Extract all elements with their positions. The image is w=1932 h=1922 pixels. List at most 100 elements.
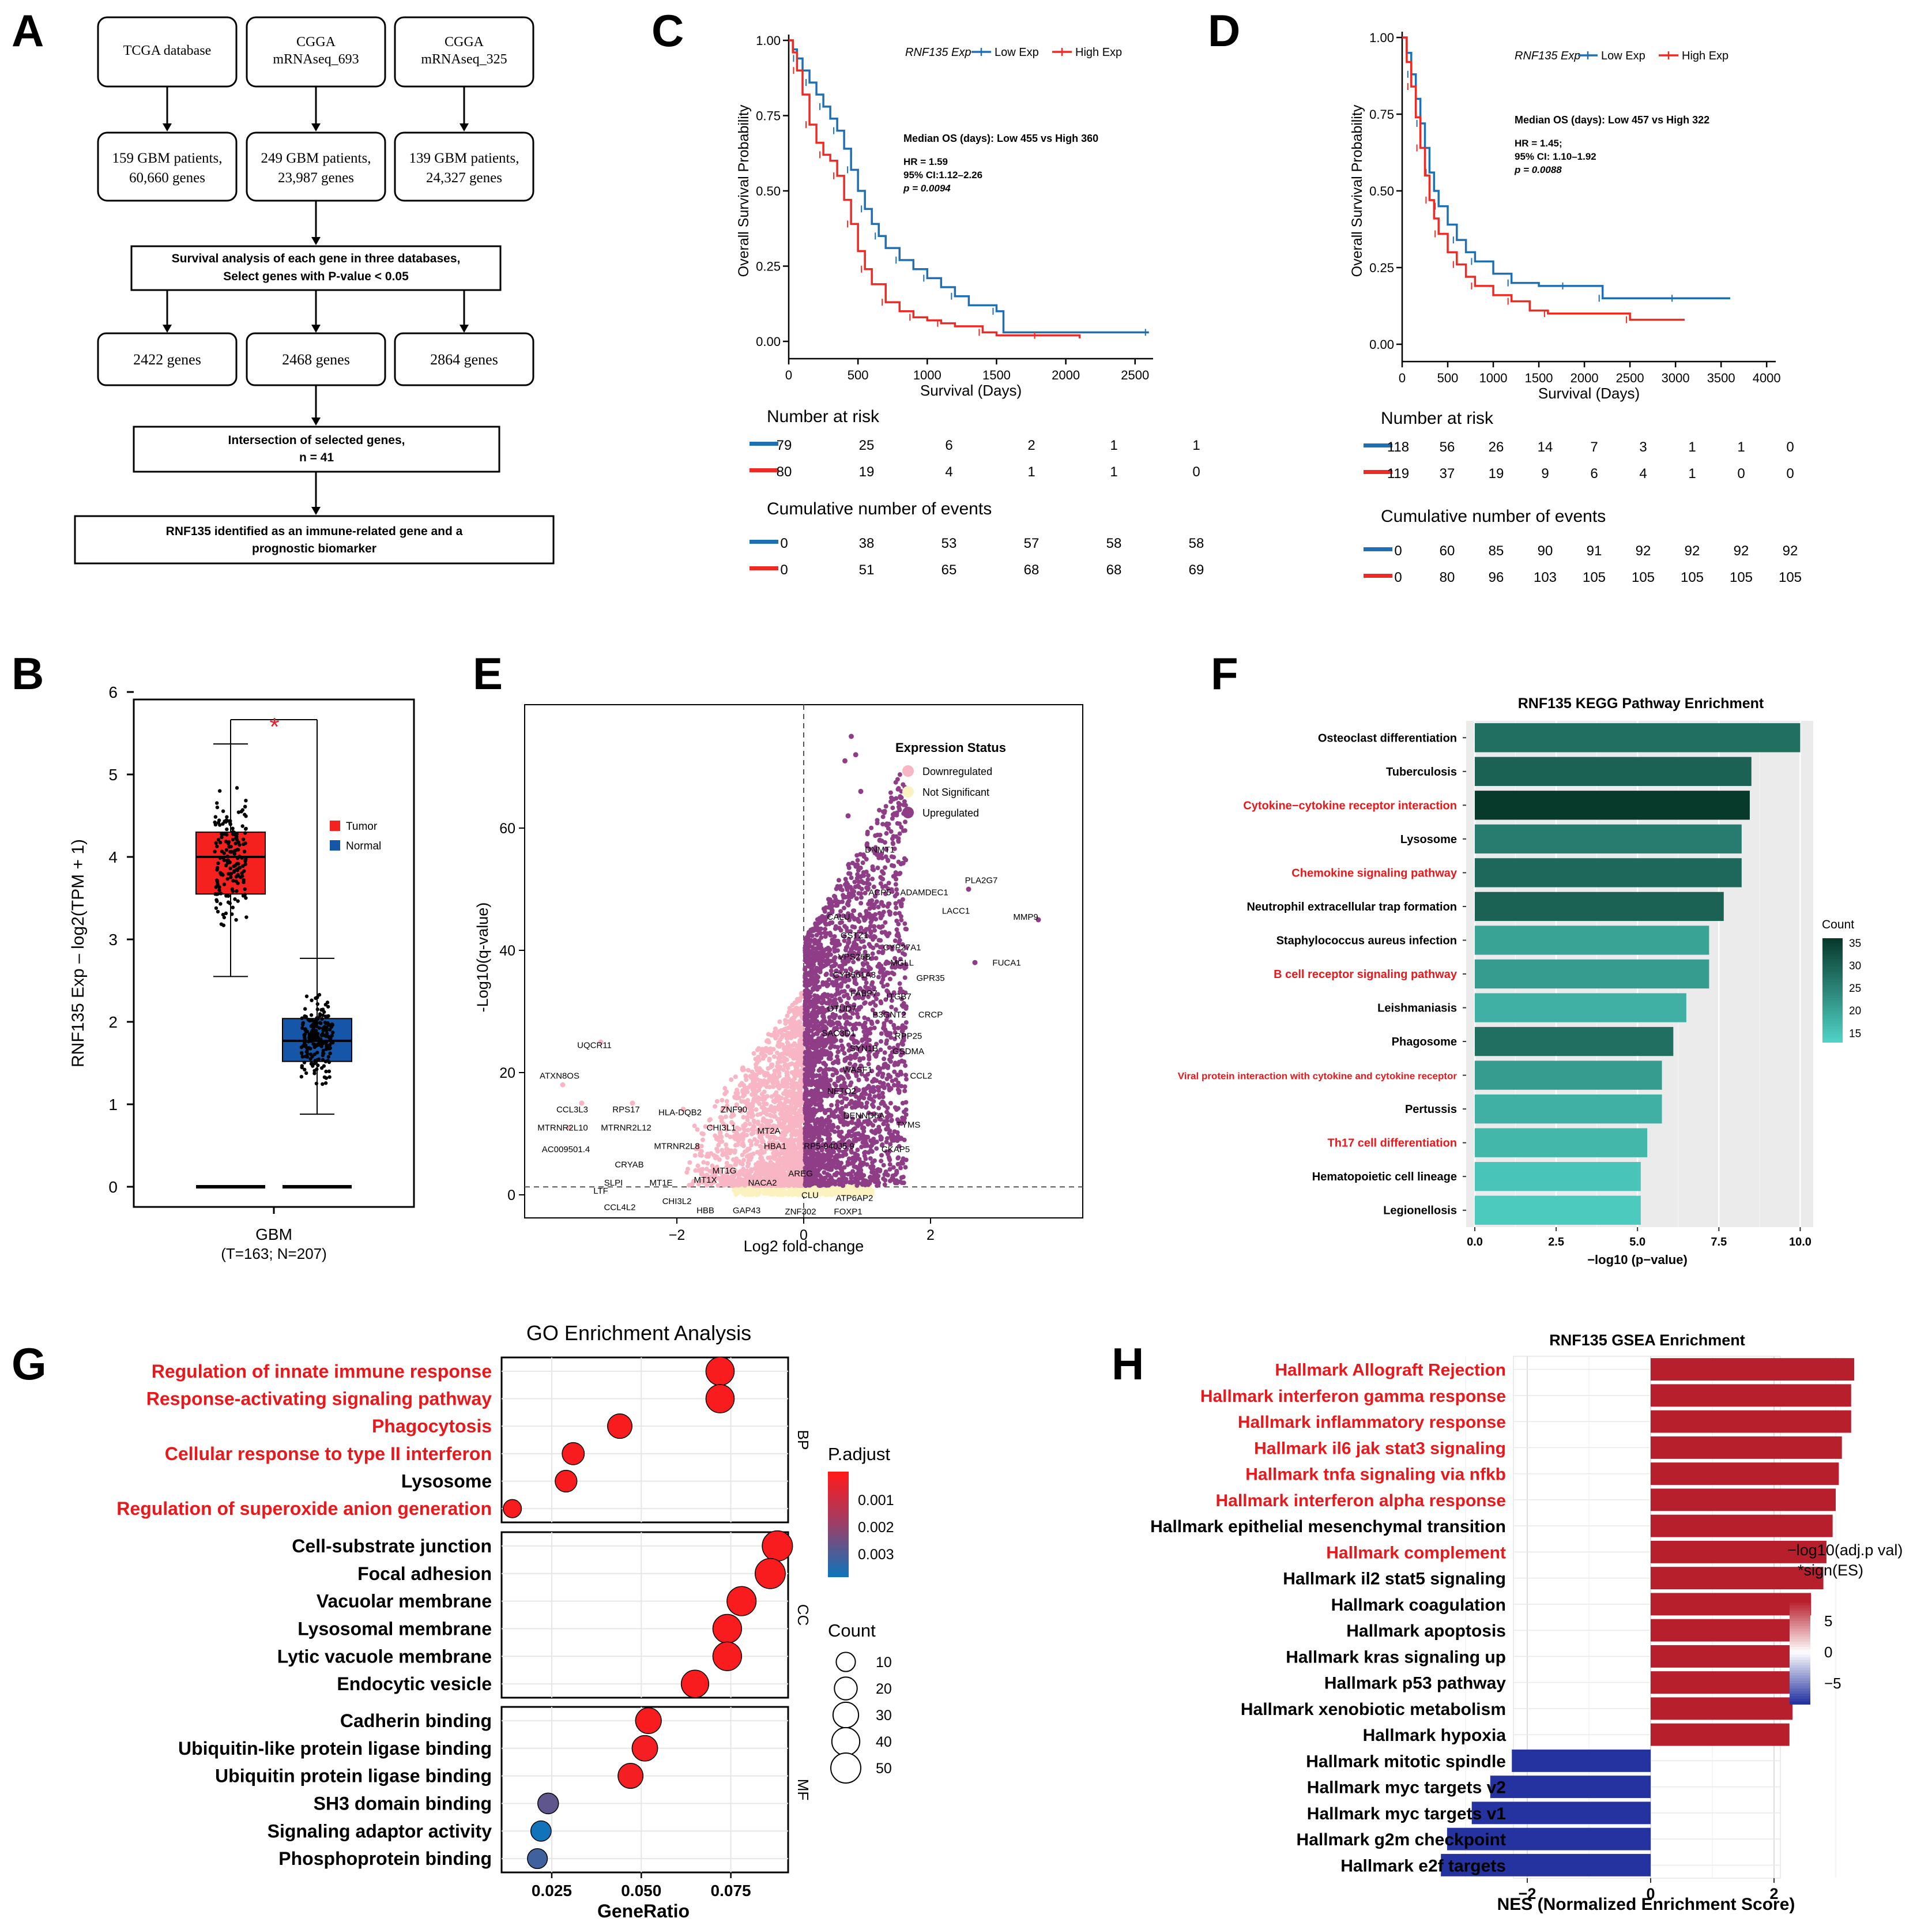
point-downregulated [754,1107,759,1112]
point-upregulated [884,959,889,964]
risk-value: 1 [1192,438,1200,453]
data-point [324,1069,328,1074]
point-downregulated [724,1142,729,1148]
data-point [240,824,244,828]
db-label: TCGA database [123,43,212,58]
point-upregulated [812,993,818,998]
risk-value: 6 [945,438,952,453]
point-not-significant [796,1190,801,1195]
point-downregulated [767,1129,772,1134]
point-downregulated [735,1177,740,1182]
point-upregulated [890,947,895,952]
point-upregulated [870,1007,875,1013]
point-downregulated [715,1183,721,1188]
point-downregulated [711,1153,717,1158]
point-not-significant [822,1190,827,1195]
data-point [300,1065,304,1070]
point-downregulated [756,1058,762,1063]
point-upregulated [846,977,852,983]
y-tick-label: 0.75 [756,109,781,123]
risk-value: 14 [1538,439,1553,455]
point-downregulated [769,1050,774,1055]
point-upregulated [891,990,897,995]
point-upregulated [826,1125,831,1130]
point-downregulated [758,1144,763,1149]
y-tick-label: 0 [507,1187,515,1203]
x-tick-label: 1000 [913,368,941,382]
point-not-significant [752,1187,757,1193]
point-upregulated [840,1183,845,1188]
hr-annotation: HR = 1.45; [1515,138,1562,149]
point-downregulated [793,1137,798,1142]
point-upregulated [864,1086,869,1091]
point-downregulated [686,1167,691,1172]
point-upregulated [858,1114,863,1119]
point-downregulated [758,1131,763,1136]
point-upregulated [857,912,863,917]
risk-value: 19 [1489,466,1504,482]
point-upregulated [899,1135,904,1141]
data-point [221,923,226,927]
data-point [218,856,223,860]
point-upregulated [849,875,854,881]
x-tick-label: −2 [669,1227,686,1243]
arrow-head [311,123,321,131]
point-upregulated [886,1082,891,1088]
point-downregulated [760,1166,765,1171]
point-downregulated [762,1089,767,1094]
point-upregulated [881,1176,886,1182]
y-tick-label: 40 [499,943,515,959]
risk-value: 1 [1737,439,1745,455]
db-label: CGGA [445,35,484,50]
x-tick-label: 3000 [1662,371,1690,385]
data-point [244,915,248,919]
point-downregulated [753,1056,758,1062]
risk-value: 1 [1110,438,1117,453]
data-point [310,1055,314,1059]
point-upregulated [863,1156,868,1161]
point-upregulated [879,1159,884,1164]
point-downregulated [733,1137,738,1142]
genes-label: 2864 genes [430,351,498,368]
point-downregulated [768,1065,773,1070]
point-downregulated [788,1062,793,1067]
plot-frame [133,698,415,1208]
point-downregulated [796,1112,801,1118]
point-upregulated [903,1165,908,1170]
point-upregulated [878,969,883,975]
risk-value: 2 [1027,438,1035,453]
events-value: 0 [1394,543,1402,559]
legend-swatch [330,821,340,831]
point-upregulated [809,1035,814,1040]
point-upregulated [833,1059,838,1065]
data-point [234,841,238,845]
point-downregulated [757,1085,762,1090]
point-downregulated [794,1012,799,1017]
point-downregulated [730,1157,736,1162]
point-downregulated [763,1071,768,1076]
point-downregulated [699,1149,704,1154]
data-point [312,1071,317,1075]
point-upregulated [874,889,879,894]
point-downregulated [747,1121,752,1126]
point-downregulated [724,1146,729,1152]
point-downregulated [785,1013,790,1018]
point-upregulated [838,909,843,914]
point-downregulated [740,1066,745,1071]
data-point [328,1028,332,1032]
point-downregulated [740,1141,745,1146]
y-tick-label: 20 [499,1065,515,1081]
data-point [314,996,318,1001]
point-upregulated [881,984,886,989]
data-point [303,1028,307,1032]
data-point [239,810,243,814]
data-point [236,881,240,885]
point-upregulated [848,1056,853,1062]
point-upregulated [862,1015,867,1020]
events-value: 51 [859,562,875,578]
point-downregulated [724,1123,729,1129]
data-point [227,872,231,876]
point-upregulated [850,1155,856,1160]
point-downregulated [790,1025,795,1030]
risk-value: 0 [1192,464,1200,480]
